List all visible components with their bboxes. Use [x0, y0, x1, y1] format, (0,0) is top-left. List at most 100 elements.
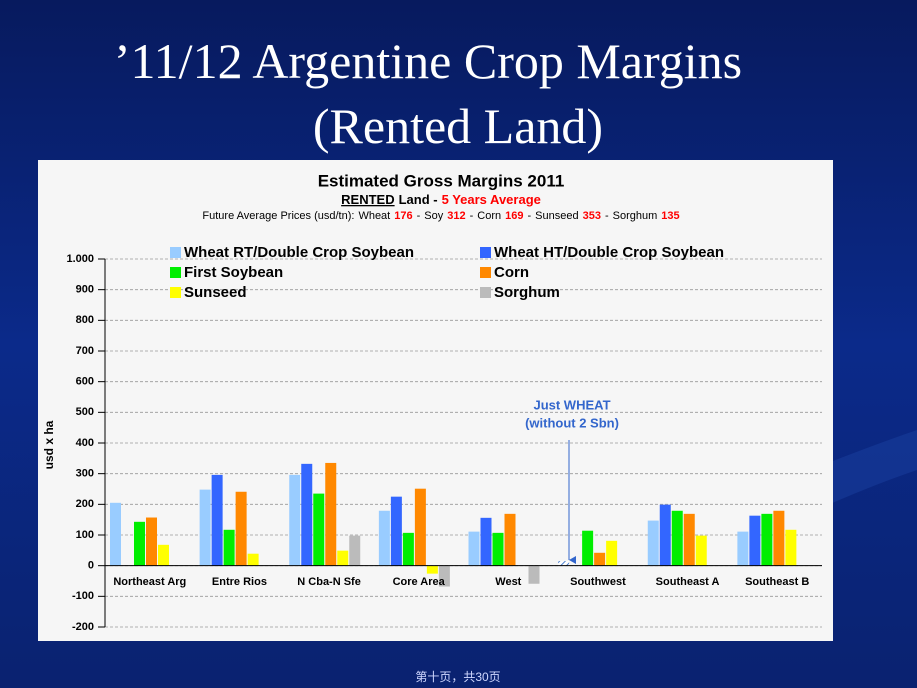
legend-label: Wheat RT/Double Crop Soybean [184, 244, 414, 261]
x-tick-label: Southwest [570, 576, 626, 588]
bar [158, 544, 169, 566]
separator: - [470, 210, 474, 222]
separator: - [527, 210, 531, 222]
y-tick-label: 800 [76, 314, 94, 326]
y-tick-label: 500 [76, 406, 94, 418]
bar [337, 550, 349, 566]
annotation: Just WHEAT [533, 397, 610, 412]
legend-label: Sorghum [494, 284, 560, 301]
x-tick-label: Southeast A [656, 576, 720, 588]
price-name: Soy [424, 210, 443, 222]
bar [594, 552, 606, 566]
bar [199, 489, 211, 566]
bar [211, 474, 223, 566]
bar [785, 529, 797, 566]
bar [558, 561, 570, 566]
price-value: 312 [447, 210, 465, 222]
bar [737, 531, 749, 566]
price-value: 353 [583, 210, 601, 222]
x-tick-label: West [495, 576, 521, 588]
price-value: 176 [394, 210, 412, 222]
y-tick-label: 100 [76, 529, 94, 541]
slide-title: (Rented Land) [313, 98, 603, 154]
legend-swatch [170, 267, 181, 278]
y-tick-label: -200 [72, 621, 94, 633]
y-tick-label: 600 [76, 376, 94, 388]
price-name: Wheat [358, 210, 390, 222]
price-value: 135 [661, 210, 679, 222]
bar [761, 513, 773, 566]
footer: 第十页，共30页 [415, 670, 500, 684]
x-tick-label: Southeast B [745, 576, 809, 588]
bar [349, 535, 361, 566]
bar [289, 474, 301, 566]
bar [414, 488, 426, 566]
bar [426, 565, 438, 574]
bar [659, 504, 671, 566]
chart-title: Estimated Gross Margins 2011 [318, 171, 565, 190]
legend-label: Corn [494, 264, 529, 281]
slide-title: ’11/12 Argentine Crop Margins [114, 33, 742, 89]
bar [749, 515, 761, 566]
bar [378, 510, 390, 566]
legend-label: Sunseed [184, 284, 247, 301]
subtitle-part: Land - [399, 192, 438, 207]
bar [671, 510, 683, 566]
bar [504, 513, 516, 566]
legend-swatch [170, 287, 181, 298]
y-tick-label: 200 [76, 498, 94, 510]
y-tick-label: -100 [72, 590, 94, 602]
bar [313, 493, 325, 566]
x-tick-label: N Cba-N Sfe [297, 576, 361, 588]
bar [223, 529, 235, 566]
y-tick-label: 700 [76, 345, 94, 357]
price-name: Sorghum [613, 210, 658, 222]
bar [325, 462, 337, 566]
subtitle-part: 5 Years Average [442, 192, 541, 207]
separator: - [605, 210, 609, 222]
y-tick-label: 300 [76, 468, 94, 480]
legend-swatch [170, 247, 181, 258]
bar [134, 521, 145, 566]
legend-label: Wheat HT/Double Crop Soybean [494, 244, 724, 261]
bar [695, 535, 707, 566]
bar [468, 531, 480, 566]
bar [146, 517, 157, 566]
price-name: Sunseed [535, 210, 578, 222]
bar [683, 513, 695, 566]
bar [773, 510, 785, 566]
prices-line: Future Average Prices (usd/tn): Wheat 176-… [202, 210, 679, 222]
legend-swatch [480, 287, 491, 298]
bar [582, 530, 594, 566]
bar [480, 517, 492, 566]
price-value: 169 [505, 210, 523, 222]
separator: - [417, 210, 421, 222]
x-tick-label: Entre Rios [212, 576, 267, 588]
subtitle-part: RENTED [341, 192, 394, 207]
chart-subtitle: RENTED Land - 5 Years Average [341, 192, 541, 207]
bar [390, 496, 402, 566]
bar [647, 520, 659, 566]
x-tick-label: Core Area [393, 576, 446, 588]
bar [438, 565, 450, 587]
y-tick-label: 400 [76, 437, 94, 449]
bar [110, 502, 121, 566]
legend-swatch [480, 267, 491, 278]
y-tick-label: 900 [76, 284, 94, 296]
bar [301, 463, 313, 566]
y-tick-label: 1.000 [66, 253, 94, 265]
legend-label: First Soybean [184, 264, 283, 281]
x-tick-label: Northeast Arg [113, 576, 186, 588]
y-tick-label: 0 [88, 560, 94, 572]
legend-swatch [480, 247, 491, 258]
bar [492, 532, 504, 566]
price-name: Corn [477, 210, 501, 222]
bar [528, 565, 540, 584]
annotation: (without 2 Sbn) [525, 415, 619, 430]
bar [235, 491, 247, 566]
bar [402, 532, 414, 566]
y-axis-title: usd x ha [42, 420, 56, 469]
prices-label: Future Average Prices (usd/tn): [202, 210, 354, 222]
bar [606, 540, 618, 566]
